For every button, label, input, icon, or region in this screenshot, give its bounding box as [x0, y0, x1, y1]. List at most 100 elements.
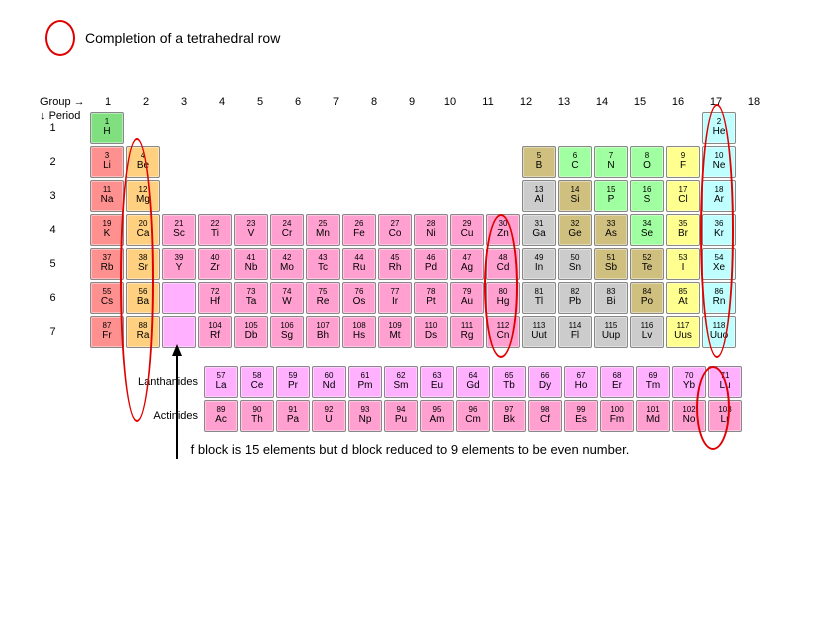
- element-cell: 93Np: [348, 400, 382, 432]
- periodic-table: 123456789101112131415161718 11H2He23Li4B…: [40, 96, 800, 432]
- element-cell: 23V: [234, 214, 268, 246]
- element-cell: 11Na: [90, 180, 124, 212]
- legend-text: Completion of a tetrahedral row: [85, 30, 280, 46]
- group-numbers-row: 123456789101112131415161718: [90, 96, 800, 108]
- element-cell: 39Y: [162, 248, 196, 280]
- element-cell: 95Am: [420, 400, 454, 432]
- element-cell: 91Pa: [276, 400, 310, 432]
- element-cell: 88Ra: [126, 316, 160, 348]
- element-cell: 63Eu: [420, 366, 454, 398]
- element-cell: 85At: [666, 282, 700, 314]
- element-cell: 80Hg: [486, 282, 520, 314]
- series-label: Lanthanides: [40, 376, 204, 388]
- element-cell: 52Te: [630, 248, 664, 280]
- group-number: 10: [432, 96, 468, 108]
- group-number: 11: [470, 96, 506, 108]
- period-row: 537Rb38Sr39Y40Zr41Nb42Mo43Tc44Ru45Rh46Pd…: [40, 248, 800, 280]
- element-cell: 31Ga: [522, 214, 556, 246]
- element-cell: 79Au: [450, 282, 484, 314]
- period-number: 7: [40, 326, 65, 338]
- group-number: 3: [166, 96, 202, 108]
- group-number: 15: [622, 96, 658, 108]
- period-row: 23Li4Be5B6C7N8O9F10Ne: [40, 146, 800, 178]
- element-cell: 22Ti: [198, 214, 232, 246]
- element-cell: 45Rh: [378, 248, 412, 280]
- element-cell: 59Pr: [276, 366, 310, 398]
- element-cell: 19K: [90, 214, 124, 246]
- element-cell: 35Br: [666, 214, 700, 246]
- element-cell: 36Kr: [702, 214, 736, 246]
- period-number: 4: [40, 224, 65, 236]
- element-cell: [162, 282, 196, 314]
- element-cell: 107Bh: [306, 316, 340, 348]
- element-cell: 94Pu: [384, 400, 418, 432]
- element-cell: 47Ag: [450, 248, 484, 280]
- element-cell: 13Al: [522, 180, 556, 212]
- element-cell: 74W: [270, 282, 304, 314]
- element-cell: 97Bk: [492, 400, 526, 432]
- period-number: 1: [40, 122, 65, 134]
- element-cell: 115Uup: [594, 316, 628, 348]
- period-row: 655Cs56Ba72Hf73Ta74W75Re76Os77Ir78Pt79Au…: [40, 282, 800, 314]
- element-cell: 82Pb: [558, 282, 592, 314]
- element-cell: 41Nb: [234, 248, 268, 280]
- f-block: Lanthanides57La58Ce59Pr60Nd61Pm62Sm63Eu6…: [40, 366, 800, 432]
- period-row: 419K20Ca21Sc22Ti23V24Cr25Mn26Fe27Co28Ni2…: [40, 214, 800, 246]
- fblock-row: Actinides89Ac90Th91Pa92U93Np94Pu95Am96Cm…: [40, 400, 800, 432]
- group-number: 2: [128, 96, 164, 108]
- element-cell: 103Lr: [708, 400, 742, 432]
- element-cell: 66Dy: [528, 366, 562, 398]
- element-cell: 25Mn: [306, 214, 340, 246]
- pointer-arrow-head-icon: [172, 344, 182, 356]
- group-number: 4: [204, 96, 240, 108]
- element-cell: 106Sg: [270, 316, 304, 348]
- element-cell: 84Po: [630, 282, 664, 314]
- element-cell: 26Fe: [342, 214, 376, 246]
- element-cell: 4Be: [126, 146, 160, 178]
- element-cell: 12Mg: [126, 180, 160, 212]
- element-cell: 33As: [594, 214, 628, 246]
- group-number: 9: [394, 96, 430, 108]
- element-cell: 75Re: [306, 282, 340, 314]
- element-cell: 1H: [90, 112, 124, 144]
- element-cell: 110Ds: [414, 316, 448, 348]
- element-cell: 81Tl: [522, 282, 556, 314]
- element-cell: 53I: [666, 248, 700, 280]
- element-cell: 20Ca: [126, 214, 160, 246]
- element-cell: 117Uus: [666, 316, 700, 348]
- element-cell: 17Cl: [666, 180, 700, 212]
- element-cell: 30Zn: [486, 214, 520, 246]
- element-cell: 77Ir: [378, 282, 412, 314]
- element-cell: 118Uuo: [702, 316, 736, 348]
- element-cell: 54Xe: [702, 248, 736, 280]
- element-cell: 24Cr: [270, 214, 304, 246]
- element-cell: 90Th: [240, 400, 274, 432]
- element-cell: 21Sc: [162, 214, 196, 246]
- element-cell: 14Si: [558, 180, 592, 212]
- group-number: 16: [660, 96, 696, 108]
- element-cell: 5B: [522, 146, 556, 178]
- element-cell: 6C: [558, 146, 592, 178]
- element-cell: 64Gd: [456, 366, 490, 398]
- element-cell: 78Pt: [414, 282, 448, 314]
- element-cell: 3Li: [90, 146, 124, 178]
- element-cell: 65Tb: [492, 366, 526, 398]
- element-cell: 109Mt: [378, 316, 412, 348]
- element-cell: 9F: [666, 146, 700, 178]
- element-cell: 71Lu: [708, 366, 742, 398]
- element-cell: 46Pd: [414, 248, 448, 280]
- element-cell: 49In: [522, 248, 556, 280]
- element-cell: 89Ac: [204, 400, 238, 432]
- element-cell: 38Sr: [126, 248, 160, 280]
- element-cell: 7N: [594, 146, 628, 178]
- element-cell: 114Fl: [558, 316, 592, 348]
- caption: f block is 15 elements but d block reduc…: [20, 442, 800, 457]
- period-number: 3: [40, 190, 65, 202]
- element-cell: 32Ge: [558, 214, 592, 246]
- element-cell: 44Ru: [342, 248, 376, 280]
- element-cell: 76Os: [342, 282, 376, 314]
- element-cell: 70Yb: [672, 366, 706, 398]
- element-cell: 102No: [672, 400, 706, 432]
- element-cell: 16S: [630, 180, 664, 212]
- period-row: 787Fr88Ra104Rf105Db106Sg107Bh108Hs109Mt1…: [40, 316, 800, 348]
